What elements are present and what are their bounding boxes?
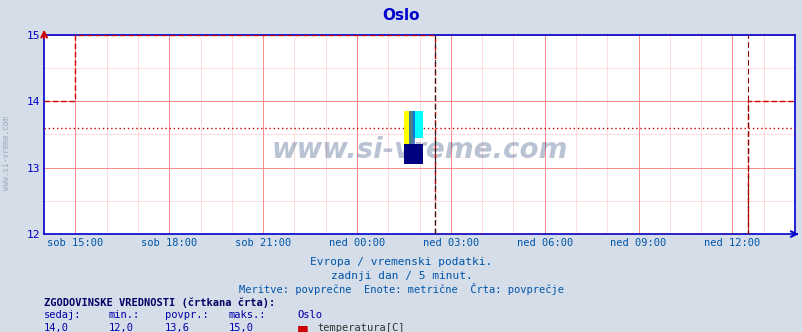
Text: maks.:: maks.: — [229, 310, 266, 320]
Text: ZGODOVINSKE VREDNOSTI (črtkana črta):: ZGODOVINSKE VREDNOSTI (črtkana črta): — [44, 297, 275, 308]
Bar — [403, 144, 422, 164]
Bar — [413, 111, 422, 138]
Text: sedaj:: sedaj: — [44, 310, 82, 320]
Text: ■: ■ — [297, 323, 309, 332]
Text: min.:: min.: — [108, 310, 140, 320]
Text: www.si-vreme.com: www.si-vreme.com — [271, 136, 567, 164]
Text: 12,0: 12,0 — [108, 323, 133, 332]
Text: 15,0: 15,0 — [229, 323, 253, 332]
Text: Oslo: Oslo — [383, 8, 419, 23]
Text: Evropa / vremenski podatki.: Evropa / vremenski podatki. — [310, 257, 492, 267]
Text: povpr.:: povpr.: — [164, 310, 208, 320]
Text: Meritve: povprečne  Enote: metrične  Črta: povprečje: Meritve: povprečne Enote: metrične Črta:… — [239, 283, 563, 295]
Text: 13,6: 13,6 — [164, 323, 189, 332]
Text: www.si-vreme.com: www.si-vreme.com — [2, 116, 11, 190]
Bar — [408, 111, 415, 144]
Text: zadnji dan / 5 minut.: zadnji dan / 5 minut. — [330, 271, 472, 281]
Text: 14,0: 14,0 — [44, 323, 69, 332]
Text: temperatura[C]: temperatura[C] — [317, 323, 404, 332]
Text: Oslo: Oslo — [297, 310, 322, 320]
Bar — [403, 111, 413, 144]
